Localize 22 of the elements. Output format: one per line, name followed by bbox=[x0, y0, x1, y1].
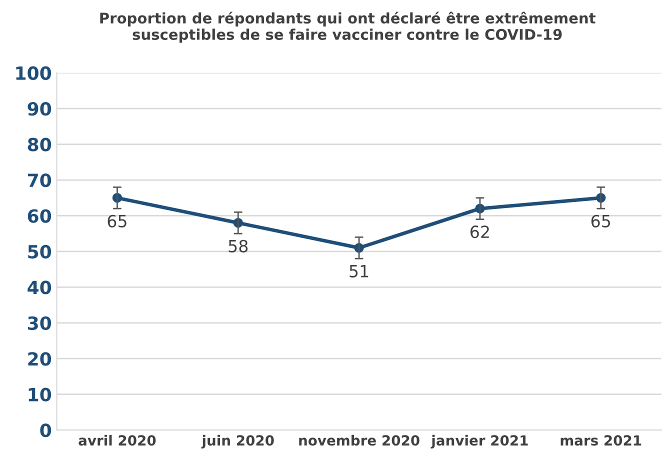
y-tick-label: 100 bbox=[16, 66, 52, 80]
y-tick-label: 90 bbox=[28, 102, 52, 116]
y-tick-label: 40 bbox=[28, 280, 52, 294]
y-tick-label: 50 bbox=[28, 244, 52, 259]
x-tick-label: avril 2020 bbox=[78, 434, 156, 446]
y-tick-label: 70 bbox=[28, 173, 52, 188]
y-tick-label: 30 bbox=[28, 316, 52, 330]
chart-title: Proportion de répondants qui ont déclaré être extrêmement susceptibles de se faire vacciner contre le COVID-19 bbox=[100, 12, 596, 43]
data-label: 58 bbox=[228, 240, 248, 252]
data-label: 65 bbox=[108, 214, 126, 228]
y-tick-label: 10 bbox=[28, 388, 52, 402]
y-tick-label: 0 bbox=[40, 424, 52, 438]
data-label: 51 bbox=[350, 265, 368, 278]
x-tick-label: janvier 2021 bbox=[430, 434, 528, 448]
data-label: 65 bbox=[591, 214, 610, 228]
y-tick-label: 60 bbox=[28, 209, 52, 223]
data-label: 62 bbox=[470, 226, 489, 238]
y-tick-label: 20 bbox=[28, 352, 52, 366]
y-tick-label: 80 bbox=[28, 138, 52, 152]
x-tick-label: novembre 2020 bbox=[299, 434, 420, 446]
x-tick-label: mars 2021 bbox=[560, 435, 642, 446]
x-tick-label: juin 2020 bbox=[201, 434, 274, 448]
